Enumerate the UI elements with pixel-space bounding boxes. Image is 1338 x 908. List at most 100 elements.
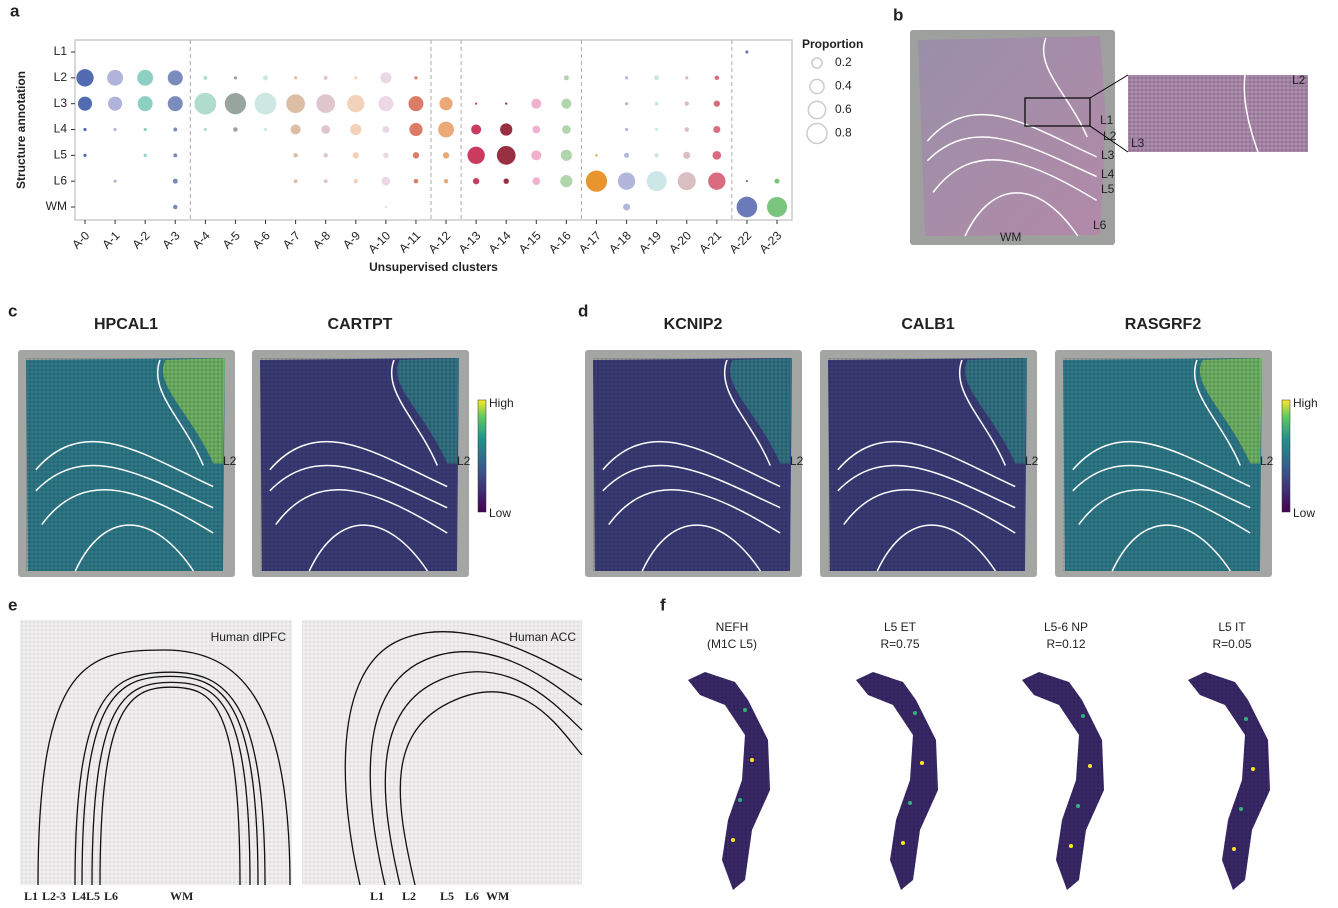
hot-spot [1232, 847, 1236, 851]
bubble [138, 96, 153, 111]
layer-label: WM [486, 889, 509, 903]
hot-spot [1076, 804, 1080, 808]
layer-label: L4 [72, 889, 86, 903]
x-tick-label: A-13 [456, 228, 484, 256]
bubble [625, 102, 628, 105]
layer-label: L5 [440, 889, 454, 903]
plot-frame [75, 40, 792, 220]
bubble [737, 197, 758, 218]
bubble [323, 153, 327, 157]
bubble [595, 154, 597, 156]
x-tick-label: A-3 [160, 228, 183, 251]
hot-spot [1244, 717, 1248, 721]
bubble [685, 76, 688, 79]
bubble [714, 100, 720, 106]
gene-title: RASGRF2 [1125, 316, 1202, 333]
bubble [382, 177, 391, 186]
bubble [715, 76, 719, 80]
legend-bubble [812, 58, 822, 68]
colorbar-label: Low [489, 506, 511, 520]
layer-label: L2 [223, 454, 237, 468]
layer-label: L6 [104, 889, 118, 903]
tissue-texture [1063, 358, 1260, 571]
bubble [291, 124, 301, 134]
bubble [654, 75, 659, 80]
x-tick-label: A-5 [220, 228, 243, 251]
bubble [168, 70, 183, 85]
bubble [503, 178, 508, 183]
x-tick-label: A-4 [190, 228, 213, 251]
layer-label: L1 [1100, 113, 1114, 127]
x-tick-label: A-2 [129, 228, 152, 251]
layer-label: L2 [1103, 129, 1117, 143]
bubble [684, 127, 688, 131]
layer-label: WM [1000, 230, 1021, 244]
bubble [286, 94, 305, 113]
x-tick-label: A-0 [69, 228, 92, 251]
gene-title: CARTPT [328, 316, 393, 333]
tissue-texture [593, 358, 790, 571]
bubble [713, 126, 720, 133]
tissue-texture [828, 358, 1025, 571]
bubble [324, 76, 328, 80]
bubble [233, 127, 237, 131]
layer-label: L6 [465, 889, 479, 903]
hot-spot [1081, 714, 1085, 718]
bubble [561, 150, 572, 161]
x-tick-label: A-21 [696, 228, 724, 256]
colorbar [478, 400, 486, 512]
bubble [745, 50, 748, 53]
bubble [78, 97, 92, 111]
bubble [294, 179, 298, 183]
plot-title: R=0.12 [1046, 637, 1085, 651]
x-tick-label: A-18 [606, 228, 634, 256]
legend-label: 0.6 [835, 102, 852, 116]
layer-label: L2 [1292, 73, 1306, 87]
layer-label: L2 [1025, 454, 1039, 468]
bubble [354, 76, 357, 79]
hot-spot [920, 761, 924, 765]
x-axis-title: Unsupervised clusters [369, 260, 498, 274]
panel-letter: e [8, 595, 17, 614]
bubble [173, 128, 177, 132]
bubble [83, 154, 86, 157]
hot-spot [738, 798, 742, 802]
plot-title: L5 ET [884, 620, 917, 634]
layer-label: L2 [402, 889, 416, 903]
image-title: Human dlPFC [211, 630, 287, 644]
panel-letter: a [10, 1, 20, 20]
bubble [294, 76, 297, 79]
x-tick-label: A-20 [666, 228, 694, 256]
hot-spot [743, 708, 747, 712]
bubble [438, 122, 454, 138]
bubble [467, 147, 484, 164]
bubble [655, 102, 659, 106]
colorbar-label: High [489, 396, 514, 410]
bubble [586, 171, 607, 192]
x-tick-label: A-1 [99, 228, 122, 251]
panel-letter: b [893, 5, 903, 24]
bubble [144, 154, 147, 157]
image-title: Human ACC [509, 630, 576, 644]
bubble [264, 128, 267, 131]
bubble [108, 97, 122, 111]
y-axis-title: Structure annotation [14, 71, 28, 189]
layer-label: WM [170, 889, 193, 903]
bubble [293, 153, 297, 157]
bubble [439, 97, 452, 110]
x-tick-label: A-12 [426, 228, 454, 256]
x-tick-label: A-9 [340, 228, 363, 251]
bubble [624, 153, 629, 158]
bubble [76, 69, 93, 86]
bubble [623, 203, 630, 210]
bubble [532, 126, 540, 134]
layer-label: L2 [1260, 454, 1274, 468]
ish-texture [302, 620, 582, 885]
bubble [408, 96, 423, 111]
bubble [531, 99, 541, 109]
bubble [173, 179, 178, 184]
bubble [712, 151, 721, 160]
layer-label: L1 [370, 889, 384, 903]
bubble [562, 125, 571, 134]
bubble [564, 75, 569, 80]
